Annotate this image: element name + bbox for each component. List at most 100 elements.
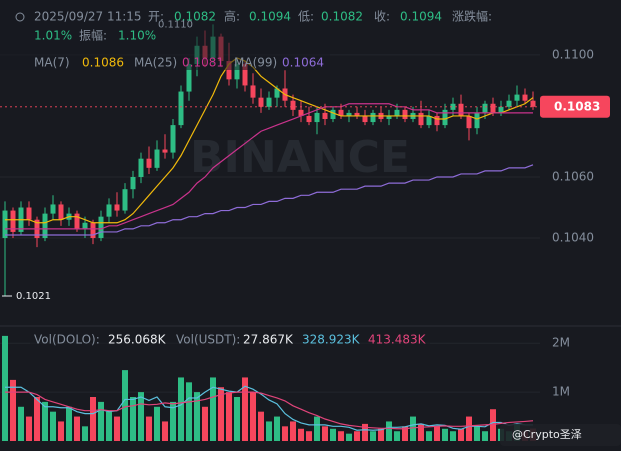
volume-bar [266,421,272,441]
candle-body [362,115,368,123]
candle-body [26,207,32,220]
volume-bar [394,431,400,441]
candle-body [346,112,352,116]
datetime: 2025/09/27 11:15 [34,10,142,24]
volume-bar [74,416,80,441]
volume-bar [322,426,328,441]
volume-bar [10,379,16,441]
volume-bar [114,416,120,441]
low-annotation: 0.1021 [16,291,51,302]
candle-body [530,100,536,107]
candle-body [298,109,304,116]
candle-body [186,64,192,92]
candle-body [114,204,120,211]
candle-body [130,176,136,190]
candle-body [474,112,480,129]
volume-bar [154,406,160,441]
volume-bar [378,428,384,441]
candle-body [122,189,128,211]
volume-bar [362,423,368,441]
volume-bar [250,392,256,441]
candle-body [338,109,344,116]
volume-bar [146,416,152,441]
volume-bar [138,392,144,441]
volume-bar [170,401,176,441]
watermark: BINANCE [190,132,410,183]
volume-bar [426,431,432,441]
volume-bar [354,431,360,441]
candle-body [354,112,360,116]
volume-bar [98,401,104,441]
volume-bar [450,431,456,441]
legend-value: 0.1064 [282,56,324,70]
candle-body [490,103,496,113]
quote-volume-value: 27.867K [243,333,294,347]
header-backdrop [0,0,330,70]
volume-bar [178,377,184,441]
volume-bar [330,428,336,441]
amplitude-value: 1.10% [118,29,156,43]
candle-body [450,103,456,110]
candle-body [434,115,440,126]
candle-body [274,88,280,98]
candle-body [482,103,488,113]
legend-value: 0.1081 [182,56,224,70]
candle-body [234,64,240,80]
candle-body [306,115,312,123]
change-value: 1.01% [34,29,72,43]
volume-bar [218,387,224,441]
y-tick-label: 0.1060 [552,169,594,183]
ma-line [5,103,533,230]
volume-bar [466,416,472,441]
candle-body [226,61,232,80]
volume-ma-line [5,391,534,430]
volume-name: Vol(DOLO): [34,333,100,347]
candle-body [322,112,328,120]
volume-header-backdrop [30,330,430,350]
volume-bar [314,416,320,441]
volume-bar [482,431,488,441]
volume-bar [442,428,448,441]
volume-bar [18,406,24,441]
volume-bar [306,431,312,441]
legend-name: MA(7) [34,56,70,70]
volume-bar [66,406,72,441]
amplitude-label: 振幅: [79,28,107,43]
candle-body [330,109,336,120]
candle-body [402,109,408,120]
volume-bar [194,392,200,441]
low-label: 低: [298,10,314,24]
change-label: 涨跌幅: [452,9,492,24]
volume-bar [90,397,96,441]
volume-bar [490,409,496,441]
candle-body [514,94,520,101]
volume-bar [282,426,288,441]
low-value: 0.1082 [321,10,363,24]
candle-body [74,213,80,229]
candle-body [290,100,296,110]
high-value: 0.1094 [249,10,291,24]
candle-body [386,115,392,120]
open-label: 开: [148,10,164,24]
close-value: 0.1094 [400,10,442,24]
volume-bar [34,397,40,441]
volume-bar [274,416,280,441]
volume-bar [458,428,464,441]
high-annotation: 0.1110 [158,19,193,30]
y-tick-label: 1M [552,385,570,399]
volume-bar [186,382,192,441]
candle-body [90,222,96,239]
volume-bar [418,423,424,441]
candle-body [466,115,472,129]
candle-body [394,109,400,116]
open-value: 0.1082 [174,10,216,24]
candle-body [2,210,8,239]
volume-bar [2,335,8,441]
volume-bar [386,421,392,441]
legend-value: 0.1086 [82,56,124,70]
last-price-tag [540,95,610,118]
volume-bar [434,426,440,441]
header-icon [15,12,25,22]
candle-body [418,112,424,126]
quote-volume-name: Vol(USDT): [176,333,240,347]
